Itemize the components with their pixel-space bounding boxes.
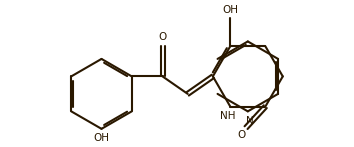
- Text: N: N: [246, 116, 253, 126]
- Text: NH: NH: [220, 111, 235, 121]
- Text: OH: OH: [93, 133, 109, 143]
- Text: OH: OH: [222, 5, 238, 15]
- Text: O: O: [238, 130, 246, 140]
- Text: O: O: [158, 32, 167, 42]
